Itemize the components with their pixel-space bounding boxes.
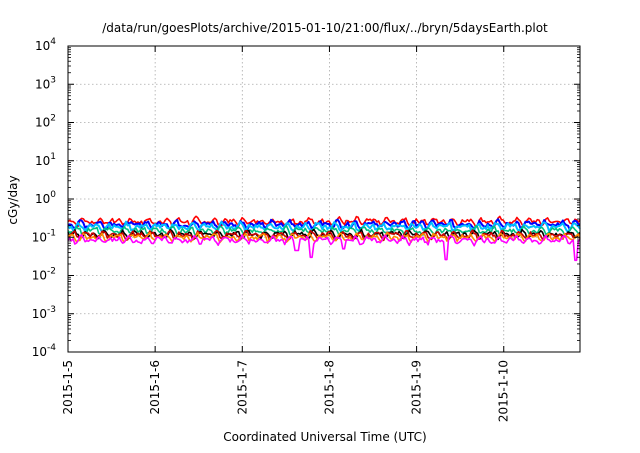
y-tick-label: 104 bbox=[35, 37, 56, 53]
y-tick-label: 10-4 bbox=[32, 343, 57, 359]
x-axis: 2015-1-5 2015-1-6 2015-1-7 2015-1-8 2015-1-9… bbox=[61, 46, 511, 422]
y-tick-label: 103 bbox=[35, 75, 56, 91]
chart-title: /data/run/goesPlots/archive/2015-01-10/2… bbox=[102, 21, 548, 35]
grid-layer bbox=[68, 46, 580, 352]
series-line bbox=[67, 229, 581, 242]
x-tick-label: 2015-1-7 bbox=[235, 360, 249, 414]
series-line bbox=[67, 224, 581, 237]
x-tick-label: 2015-1-8 bbox=[322, 360, 336, 414]
series-layer bbox=[67, 215, 581, 262]
y-axis: 10-4 10-3 10-2 10-1 100 101 102 103 104 bbox=[32, 37, 580, 359]
series-line bbox=[67, 234, 581, 262]
x-tick-label: 2015-1-9 bbox=[410, 360, 424, 414]
y-tick-label: 102 bbox=[35, 114, 56, 130]
y-tick-label: 10-3 bbox=[32, 305, 56, 321]
y-tick-label: 10-2 bbox=[32, 267, 56, 283]
y-axis-label: cGy/day bbox=[6, 175, 20, 224]
x-tick-label: 2015-1-6 bbox=[148, 360, 162, 414]
x-tick-label: 2015-1-10 bbox=[497, 360, 511, 422]
y-tick-label: 10-1 bbox=[32, 228, 56, 244]
y-tick-label: 100 bbox=[35, 190, 56, 206]
y-tick-label: 101 bbox=[35, 152, 56, 168]
series-line bbox=[67, 220, 581, 234]
x-axis-label: Coordinated Universal Time (UTC) bbox=[223, 430, 426, 444]
x-tick-label: 2015-1-5 bbox=[61, 360, 75, 414]
